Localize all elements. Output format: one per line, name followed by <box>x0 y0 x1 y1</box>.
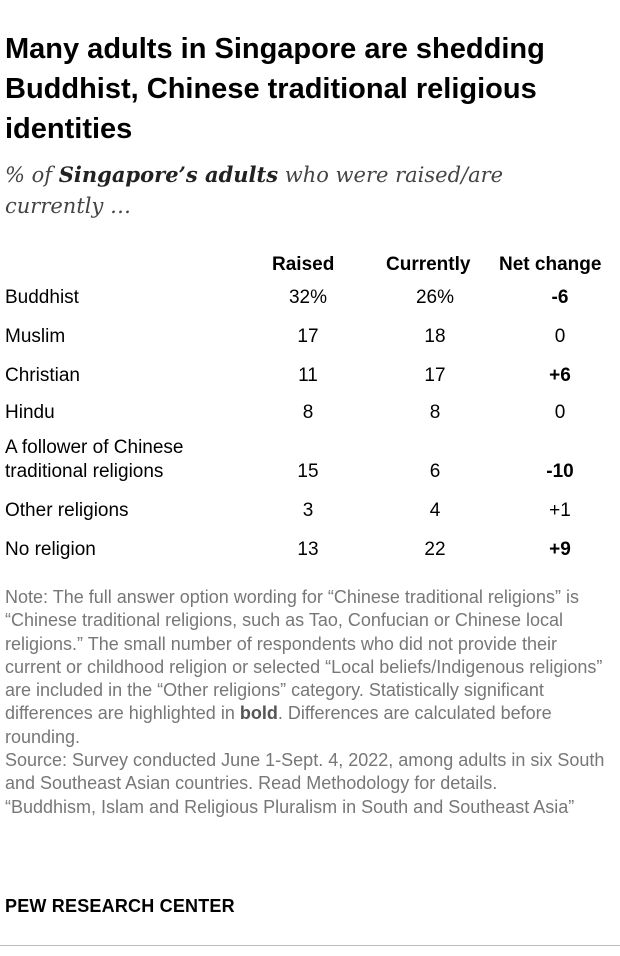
raised-value: 11 <box>298 365 318 386</box>
currently-value: 6 <box>429 461 441 482</box>
net-change-value: -10 <box>546 461 574 482</box>
column-header-net-change: Net change <box>499 254 602 275</box>
row-label: A follower of Chinese traditional religi… <box>5 437 184 482</box>
raised-value: 15 <box>297 461 319 482</box>
chart-subtitle: % of Singapore’s adults who were raised/… <box>5 159 565 222</box>
column-header-currently: Currently <box>386 254 471 275</box>
brand-logo-text: PEW RESEARCH CENTER <box>5 896 235 916</box>
note-bold-word: bold <box>239 703 278 724</box>
note-text-end: . Differences are calculated before roun… <box>5 703 552 747</box>
raised-value: 17 <box>297 326 319 347</box>
subtitle-emphasis: Singapore’s adults <box>58 162 279 187</box>
currently-value: 4 <box>429 500 441 521</box>
net-change-value: 0 <box>554 326 566 347</box>
row-label: No religion <box>5 539 96 560</box>
currently-value: 22 <box>424 539 446 560</box>
column-header-raised: Raised <box>272 254 335 275</box>
subtitle-prefix: % of <box>5 163 59 187</box>
raised-value: 13 <box>297 539 319 560</box>
raised-value: 32% <box>288 287 328 308</box>
bottom-divider <box>0 945 620 946</box>
currently-value: 8 <box>429 402 441 423</box>
row-label: Hindu <box>5 402 55 423</box>
row-label: Christian <box>5 365 80 386</box>
net-change-value: +6 <box>549 365 571 386</box>
report-title: “Buddhism, Islam and Religious Pluralism… <box>5 796 575 817</box>
row-label: Muslim <box>5 326 66 347</box>
currently-value: 18 <box>424 326 446 347</box>
chart-note: Note: The full answer option wording for… <box>5 586 617 819</box>
note-text: Note: The full answer option wording for… <box>5 587 603 724</box>
row-label: Buddhist <box>5 287 79 308</box>
currently-value: 26% <box>415 287 455 308</box>
row-label: Other religions <box>5 500 129 521</box>
source-text: Source: Survey conducted June 1-Sept. 4,… <box>5 750 605 794</box>
raised-value: 3 <box>302 500 314 521</box>
net-change-value: +9 <box>549 539 571 560</box>
currently-value: 17 <box>424 365 446 386</box>
net-change-value: -6 <box>551 287 569 308</box>
net-change-value: 0 <box>554 402 566 423</box>
chart-title: Many adults in Singapore are shedding Bu… <box>5 33 545 145</box>
subtitle-suffix: who were raised/are currently … <box>5 163 504 218</box>
net-change-value: +1 <box>549 500 571 521</box>
raised-value: 8 <box>302 402 314 423</box>
